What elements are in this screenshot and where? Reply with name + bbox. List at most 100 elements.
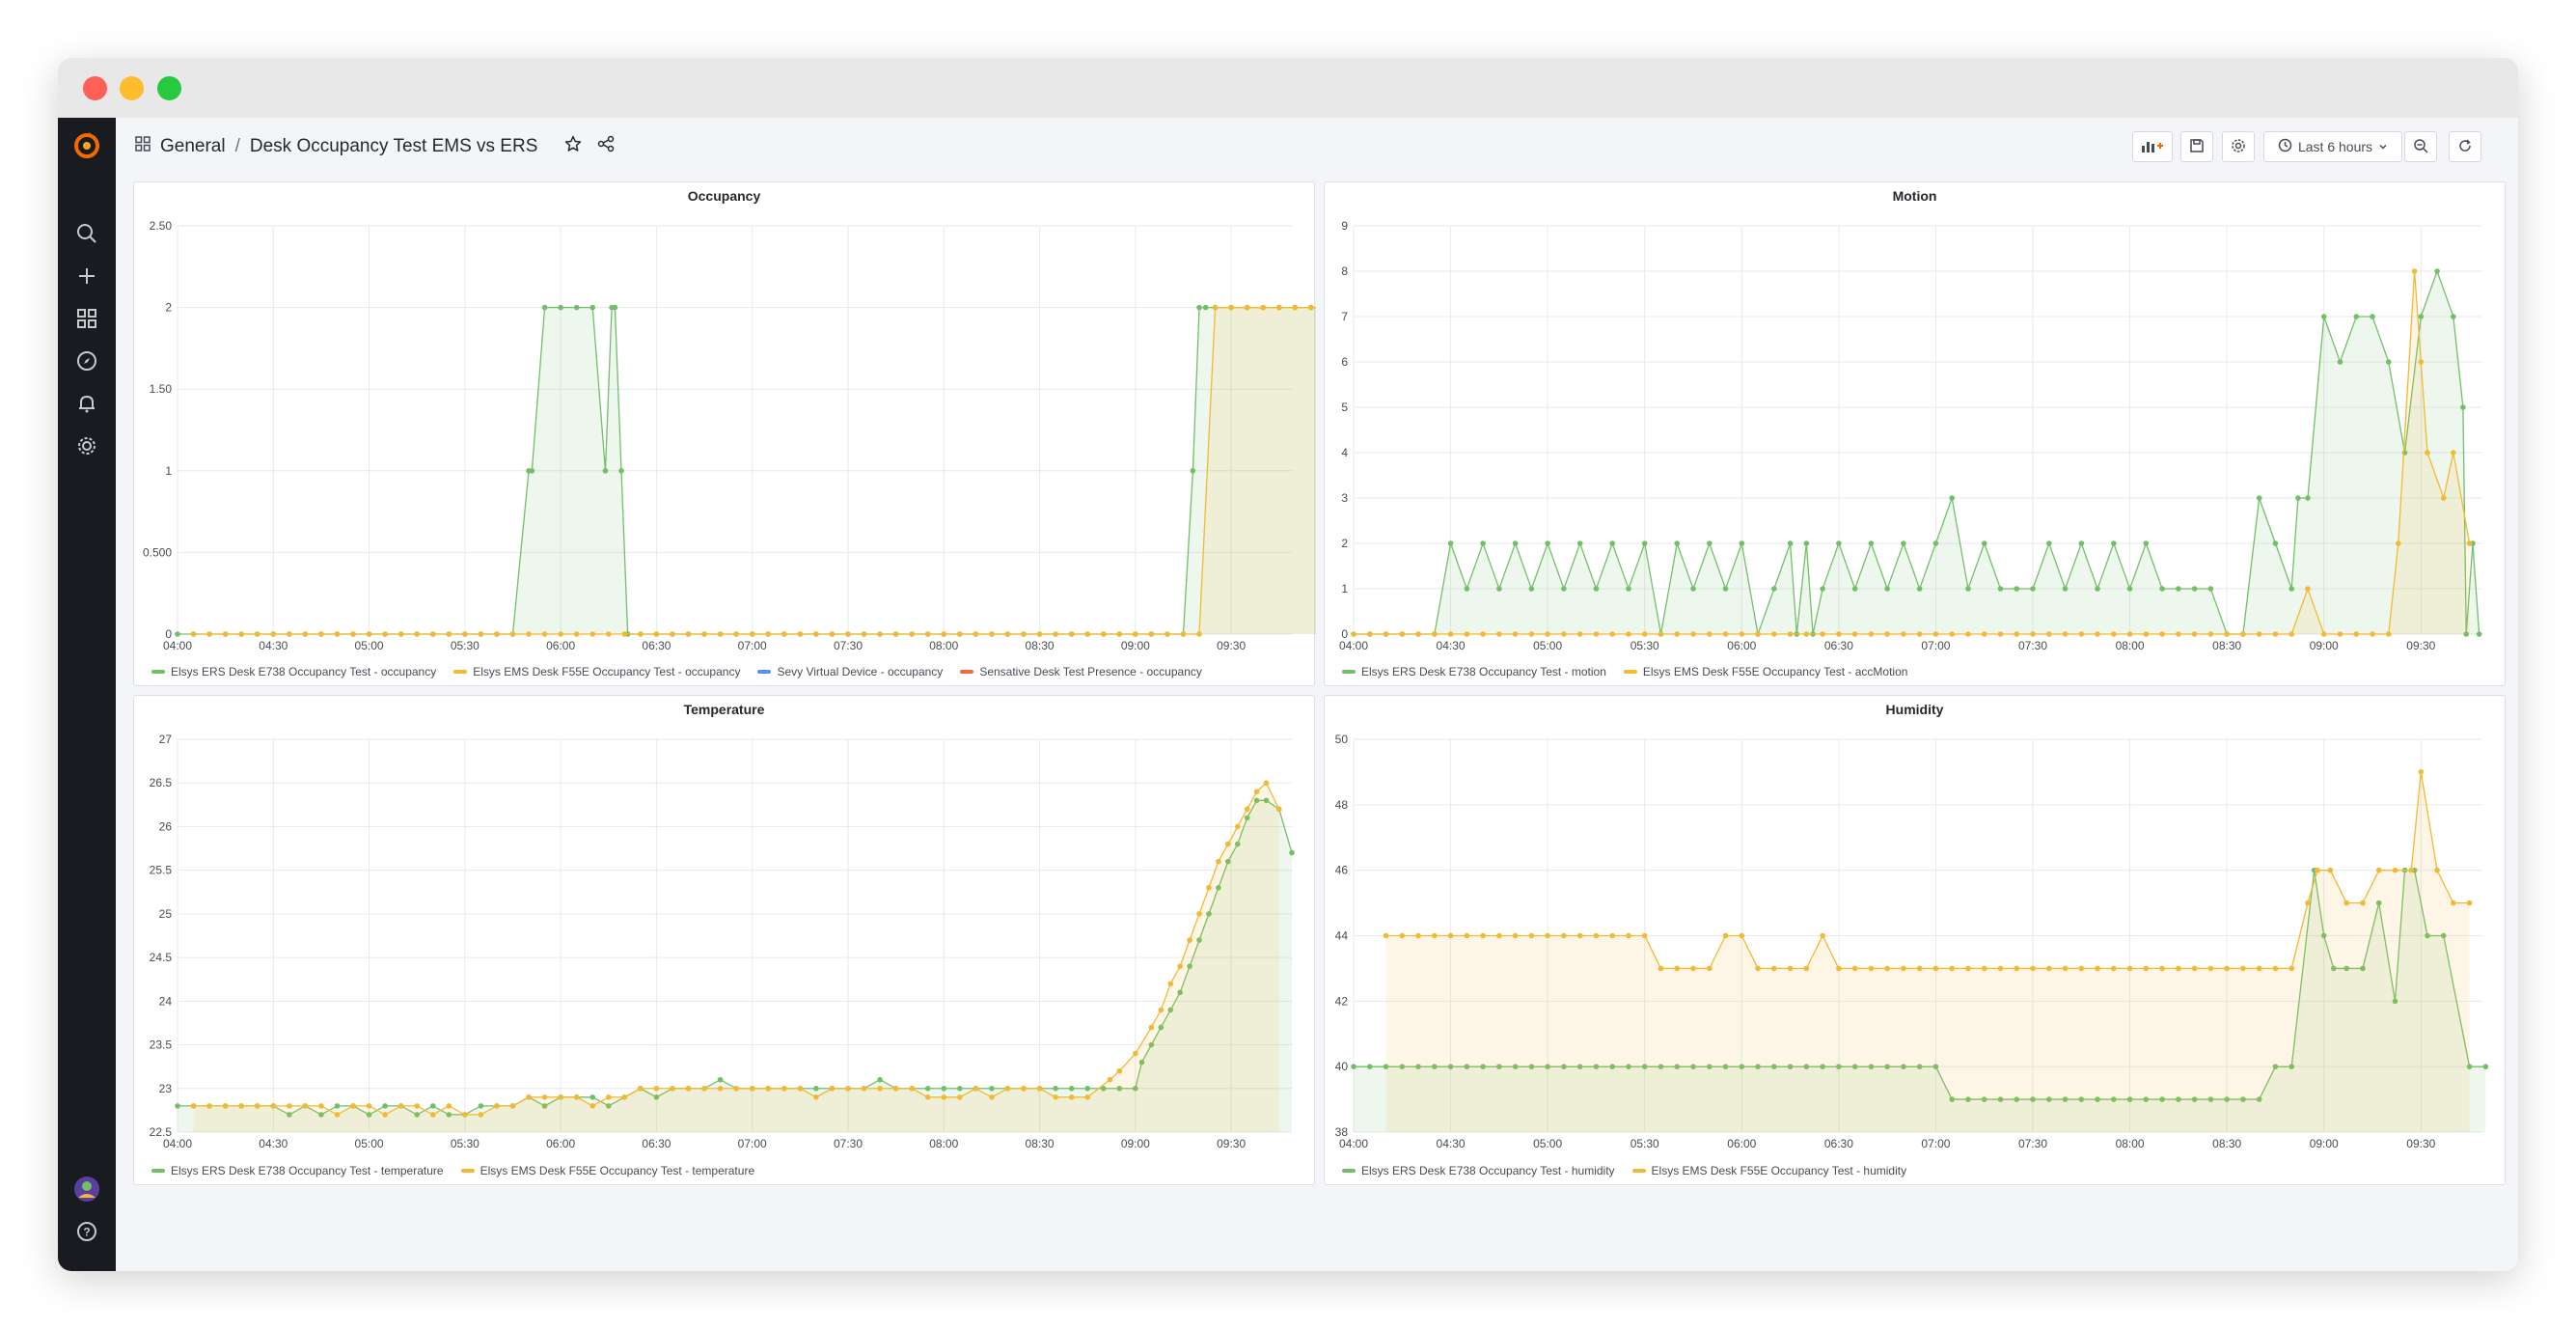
legend-item[interactable]: Sevy Virtual Device - occupancy: [757, 665, 943, 678]
legend-item[interactable]: Sensative Desk Test Presence - occupancy: [960, 665, 1202, 678]
data-point-0: [1981, 1096, 1987, 1102]
star-icon[interactable]: [564, 135, 582, 158]
data-point-1: [1787, 965, 1794, 972]
data-point-1: [2240, 631, 2246, 637]
legend-label: Elsys EMS Desk F55E Occupancy Test - hum…: [1651, 1164, 1907, 1177]
y-tick-label: 48: [1335, 798, 1349, 812]
data-point-0: [1138, 1059, 1145, 1066]
zoom-out-button[interactable]: [2404, 131, 2437, 162]
x-tick-label: 04:00: [163, 1137, 192, 1150]
panel-title[interactable]: Humidity: [1885, 702, 1944, 717]
explore-icon[interactable]: [72, 346, 101, 375]
data-point-0: [2418, 314, 2425, 319]
add-panel-button[interactable]: [2132, 131, 2173, 162]
legend-item[interactable]: Elsys EMS Desk F55E Occupancy Test - tem…: [460, 1164, 754, 1177]
data-point-1: [941, 631, 947, 637]
data-point-1: [1053, 631, 1058, 637]
avatar[interactable]: [72, 1175, 101, 1204]
data-point-1: [2191, 965, 2198, 972]
data-point-0: [2045, 1096, 2052, 1102]
data-point-1: [2095, 965, 2100, 972]
data-point-1: [2288, 631, 2295, 637]
data-point-1: [1228, 304, 1234, 311]
x-tick-label: 06:00: [1727, 1137, 1756, 1150]
data-point-1: [2305, 900, 2311, 906]
data-point-1: [1528, 631, 1535, 637]
data-point-1: [2434, 867, 2440, 873]
data-point-1: [350, 631, 356, 637]
legend-item[interactable]: Elsys EMS Desk F55E Occupancy Test - acc…: [1623, 665, 1908, 678]
save-dashboard-button[interactable]: [2180, 131, 2213, 162]
data-point-0: [1545, 1064, 1550, 1069]
gear-icon[interactable]: [72, 431, 101, 460]
y-tick-label: 1: [1341, 582, 1348, 595]
legend-label: Elsys EMS Desk F55E Occupancy Test - acc…: [1642, 665, 1908, 678]
data-point-0: [287, 1112, 292, 1118]
data-point-0: [1658, 1064, 1664, 1069]
legend-swatch: [1631, 1169, 1646, 1173]
dashboards-icon[interactable]: [72, 304, 101, 333]
panel-title[interactable]: Occupancy: [687, 188, 761, 204]
data-point-0: [2095, 586, 2100, 592]
data-point-1: [1528, 932, 1535, 939]
data-point-0: [2288, 586, 2295, 592]
data-point-1: [302, 631, 309, 637]
data-point-1: [1641, 631, 1648, 637]
data-point-1: [1787, 631, 1794, 637]
maximize-window-button[interactable]: [157, 76, 181, 100]
data-point-1: [541, 631, 548, 637]
series-area-0: [178, 307, 1316, 634]
share-icon[interactable]: [597, 135, 615, 158]
legend: Elsys ERS Desk E738 Occupancy Test - hum…: [1342, 1164, 1906, 1177]
data-point-0: [1965, 1096, 1971, 1102]
legend-label: Elsys ERS Desk E738 Occupancy Test - occ…: [171, 665, 437, 678]
data-point-0: [2159, 586, 2165, 592]
plus-icon[interactable]: [72, 262, 101, 291]
data-point-1: [1690, 631, 1696, 637]
bell-icon[interactable]: [72, 389, 101, 418]
time-range-picker[interactable]: Last 6 hours: [2263, 131, 2402, 162]
dashboard-settings-button[interactable]: [2222, 131, 2255, 162]
panel-humidity[interactable]: Humidity 38 40 42 44 46 48 50 04:00 04:30 05:00 05…: [1324, 695, 2506, 1185]
panel-title[interactable]: Temperature: [683, 702, 765, 717]
legend-item[interactable]: Elsys EMS Desk F55E Occupancy Test - occ…: [453, 665, 740, 678]
panel-title[interactable]: Motion: [1892, 188, 1937, 204]
data-point-0: [1609, 1064, 1615, 1069]
data-point-0: [1366, 1064, 1373, 1069]
legend-item[interactable]: Elsys EMS Desk F55E Occupancy Test - hum…: [1631, 1164, 1907, 1177]
data-point-1: [1263, 780, 1270, 787]
data-point-1: [2126, 965, 2133, 972]
data-point-0: [1836, 1064, 1842, 1069]
legend-item[interactable]: Elsys ERS Desk E738 Occupancy Test - occ…: [151, 665, 436, 678]
minimize-window-button[interactable]: [120, 76, 144, 100]
panel-motion[interactable]: Motion 0 1 2 3 4 5 6 7 8 9 04:00 04:30 05:00 05:30 06:…: [1324, 181, 2506, 686]
x-tick-label: 09:30: [1217, 1137, 1246, 1150]
legend-item[interactable]: Elsys ERS Desk E738 Occupancy Test - mot…: [1342, 665, 1606, 678]
search-icon[interactable]: [72, 219, 101, 248]
legend-item[interactable]: Elsys ERS Desk E738 Occupancy Test - hum…: [1342, 1164, 1615, 1177]
data-point-1: [733, 631, 739, 637]
data-point-0: [2030, 1096, 2036, 1102]
data-point-0: [1190, 468, 1196, 474]
panel-occupancy[interactable]: Occupancy 0 0.500 1 1.50 2 2.50 04:00 04:30 05:0…: [133, 181, 1316, 686]
panel-temperature[interactable]: Temperature 22.5 23 23.5 24 24.5 25 25.5 26 26.5…: [133, 695, 1315, 1185]
save-icon: [2189, 138, 2205, 156]
data-point-1: [1690, 965, 1696, 972]
x-tick-label: 06:30: [1824, 1137, 1853, 1150]
data-point-0: [2256, 1096, 2262, 1102]
dashboard-title[interactable]: Desk Occupancy Test EMS vs ERS: [249, 136, 538, 156]
data-point-1: [1884, 631, 1890, 637]
x-tick-label: 07:30: [834, 639, 863, 652]
data-point-1: [1133, 631, 1138, 637]
data-point-0: [2062, 1096, 2069, 1102]
x-tick-label: 07:30: [2018, 1137, 2047, 1150]
breadcrumb-folder[interactable]: General: [160, 136, 226, 156]
data-point-1: [2451, 900, 2456, 906]
data-point-1: [638, 1085, 644, 1092]
grafana-logo-icon[interactable]: [72, 131, 101, 160]
help-icon[interactable]: ?: [72, 1217, 101, 1246]
legend-item[interactable]: Elsys ERS Desk E738 Occupancy Test - tem…: [151, 1164, 444, 1177]
close-window-button[interactable]: [83, 76, 107, 100]
refresh-button[interactable]: [2449, 131, 2481, 162]
y-tick-label: 25: [159, 907, 173, 921]
